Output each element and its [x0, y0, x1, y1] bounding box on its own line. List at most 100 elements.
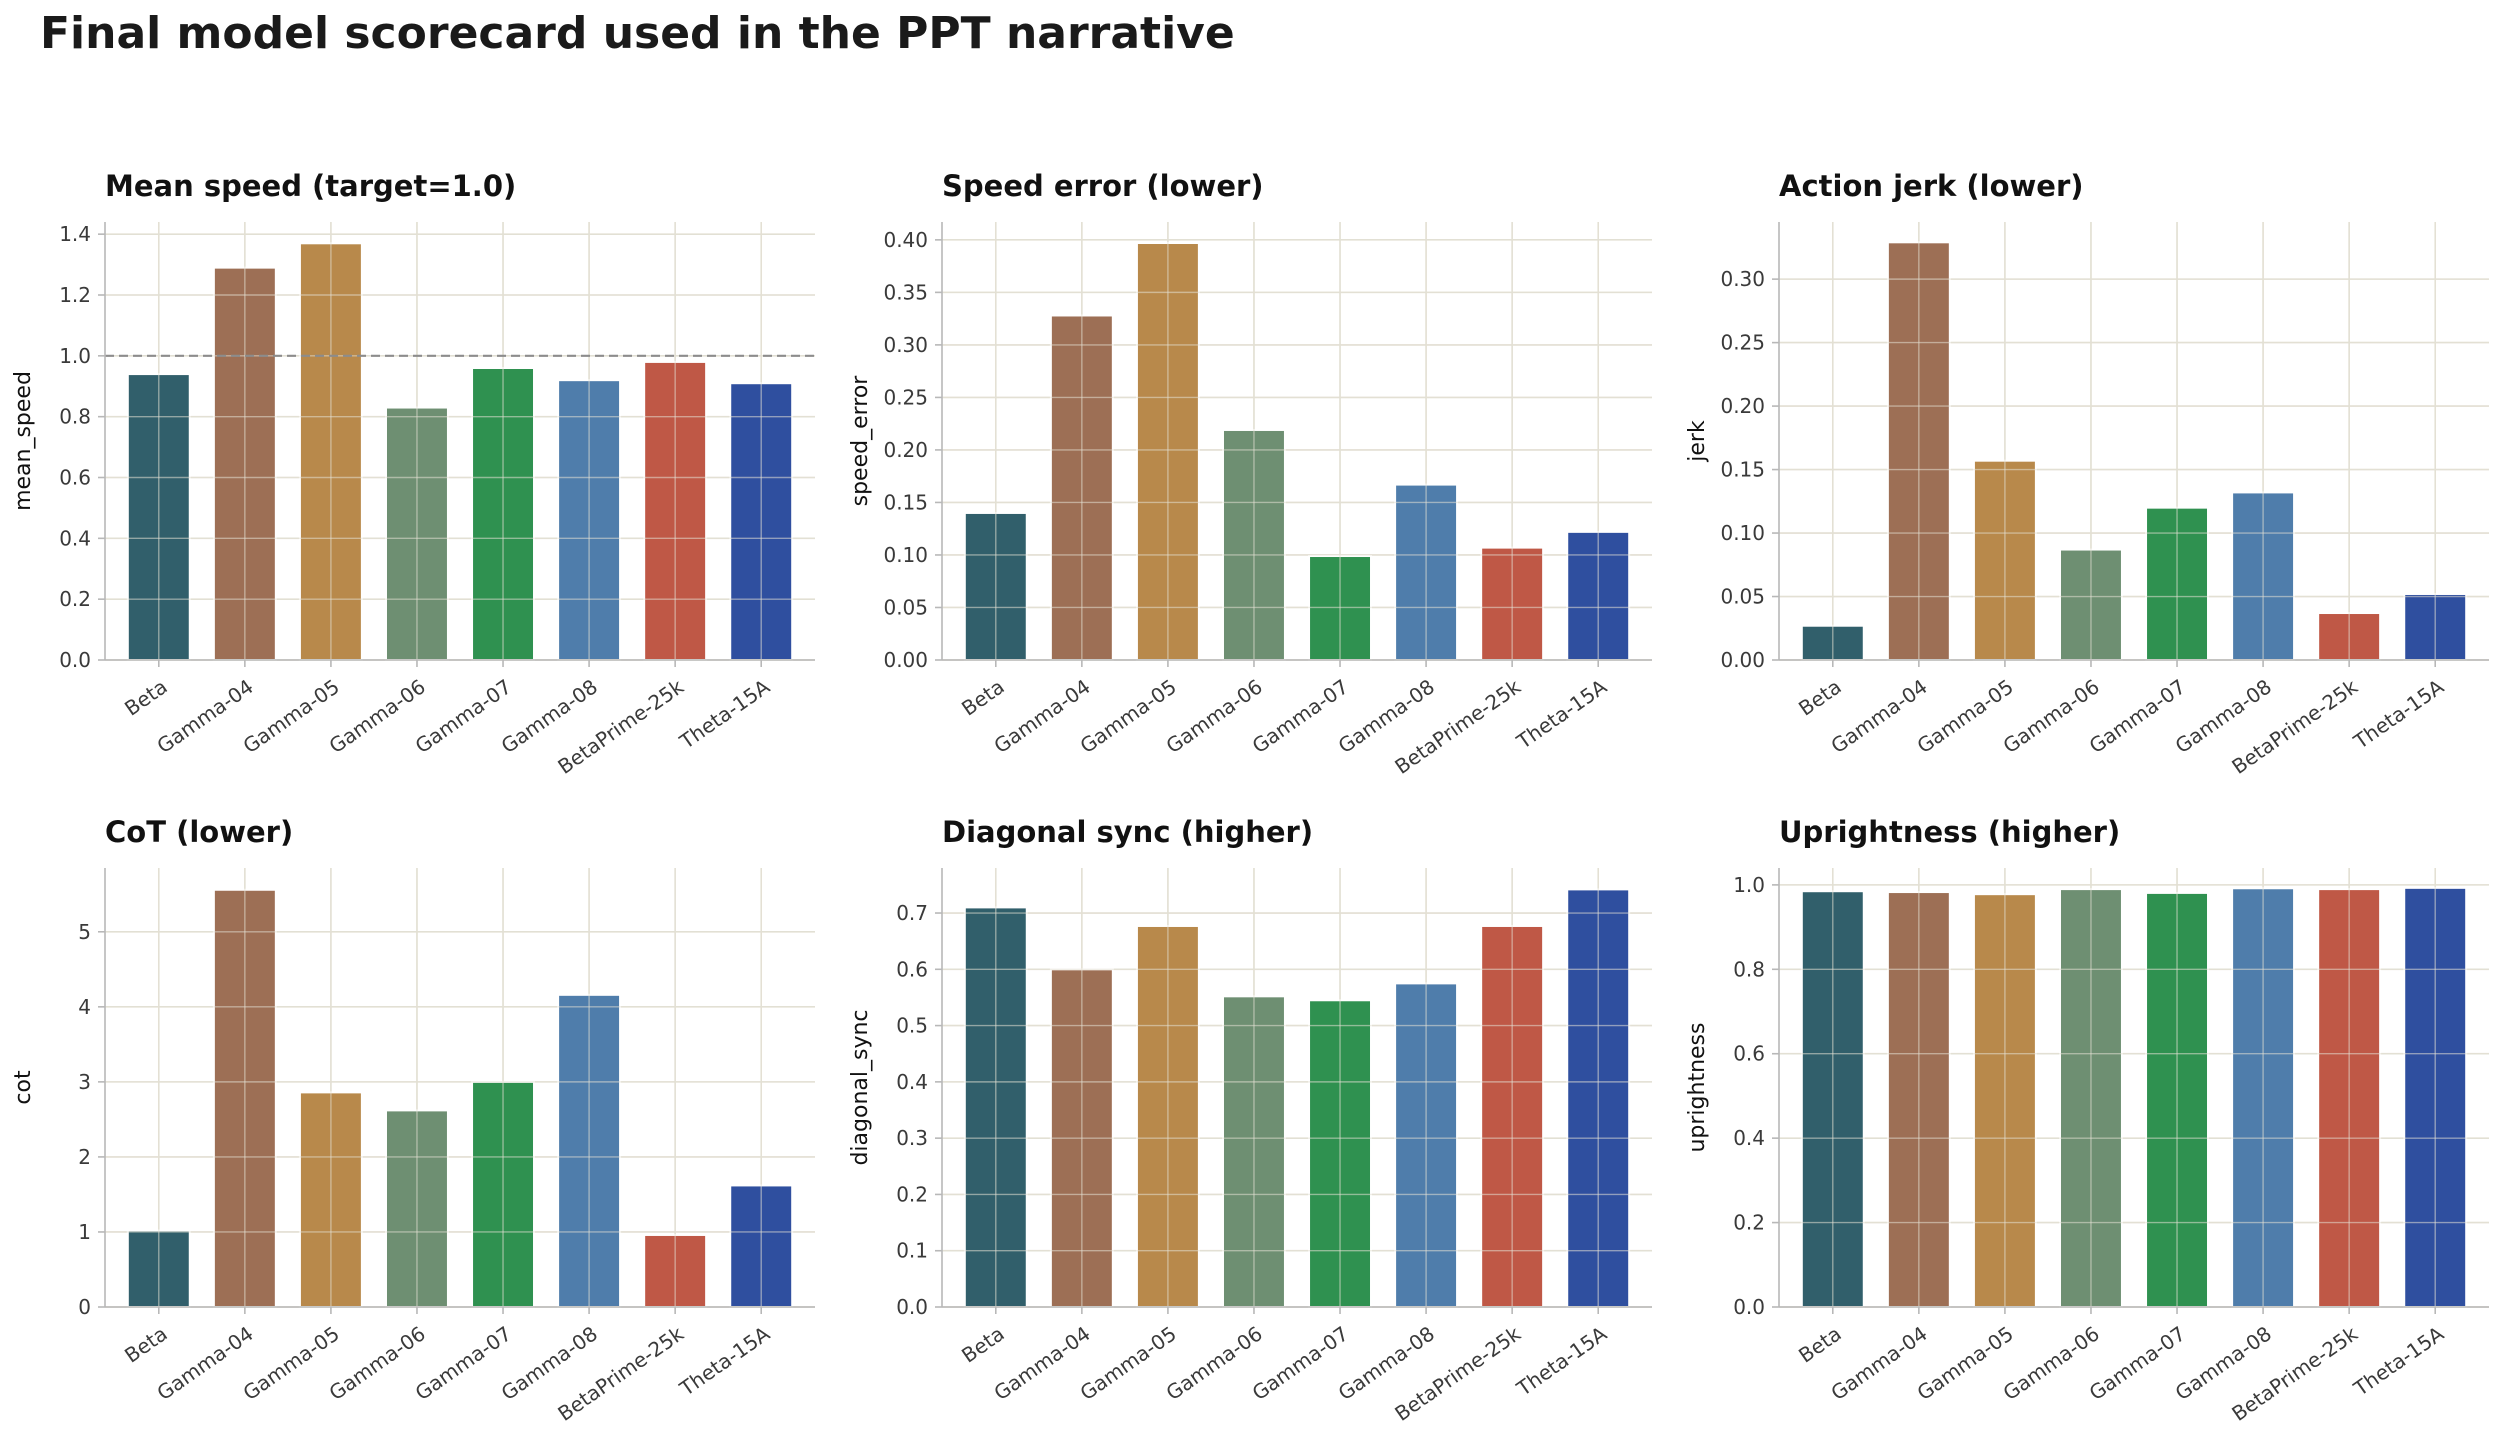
y-tick-label: 0.6	[59, 466, 91, 490]
y-tick-label: 0.0	[59, 648, 91, 672]
y-tick-label: 0.0	[896, 1295, 928, 1319]
y-tick-label: 0.30	[883, 333, 928, 357]
y-tick-label: 0.35	[883, 280, 928, 304]
x-tick-label: Gamma-07	[411, 1321, 516, 1405]
x-tick-label: Gamma-04	[989, 674, 1094, 758]
x-tick-label: Beta	[1794, 674, 1846, 720]
x-tick-label: Gamma-04	[152, 674, 257, 758]
y-tick-label: 0.10	[883, 543, 928, 567]
x-tick-label: Gamma-07	[2085, 674, 2190, 758]
y-tick-label: 0.4	[896, 1070, 928, 1094]
x-tick-label: Theta-15A	[1512, 1321, 1612, 1401]
x-tick-label: Gamma-05	[239, 1321, 344, 1405]
x-tick-label: Beta	[957, 674, 1009, 720]
panel-title: Action jerk (lower)	[1779, 169, 2084, 203]
chart-panel-2: 0.00 0.05 0.10 0.15 0.20 0.25 0.30 0.35 0.40 Beta…	[848, 169, 1652, 779]
y-tick-label: 0.25	[883, 385, 928, 409]
y-tick-label: 0.3	[896, 1126, 928, 1150]
y-tick-label: 0.40	[883, 228, 928, 252]
y-axis-label: jerk	[1685, 420, 1710, 463]
y-tick-label: 5	[78, 920, 91, 944]
panel-title: Uprightness (higher)	[1779, 815, 2120, 849]
x-tick-label: Theta-15A	[675, 674, 775, 754]
y-tick-label: 0.1	[896, 1239, 928, 1263]
x-tick-label: Gamma-06	[1999, 1321, 2104, 1405]
x-tick-label: Theta-15A	[675, 1321, 775, 1401]
y-tick-label: 0.8	[59, 405, 91, 429]
x-tick-label: Gamma-05	[1076, 674, 1181, 758]
y-tick-label: 0.6	[1733, 1042, 1765, 1066]
y-tick-label: 4	[78, 995, 91, 1019]
x-tick-label: Theta-15A	[2349, 1321, 2449, 1401]
y-tick-label: 0.10	[1720, 521, 1765, 545]
y-tick-label: 0.2	[896, 1182, 928, 1206]
y-tick-label: 0.20	[1720, 394, 1765, 418]
y-tick-label: 0.20	[883, 438, 928, 462]
y-tick-label: 0.2	[59, 587, 91, 611]
y-tick-label: 0.8	[1733, 957, 1765, 981]
y-tick-label: 0.05	[883, 595, 928, 619]
x-tick-label: Beta	[957, 1321, 1009, 1367]
y-axis-label: diagonal_sync	[848, 1009, 873, 1165]
x-tick-label: Gamma-05	[1913, 1321, 2018, 1405]
panel-title: Diagonal sync (higher)	[942, 815, 1313, 849]
panel-title: Mean speed (target=1.0)	[105, 169, 516, 203]
x-tick-label: Gamma-07	[411, 674, 516, 758]
y-tick-label: 0.00	[883, 648, 928, 672]
x-tick-label: Gamma-06	[1162, 674, 1267, 758]
x-tick-label: Gamma-07	[1248, 674, 1353, 758]
chart-panel-6: 0.00.20.40.60.81.0BetaGamma-04Gamma-05Ga…	[1685, 815, 2489, 1426]
chart-panel-4: 0 1 2 3 4 5 BetaGamma-04Gamma-05Gamma-06Gamma-…	[11, 815, 815, 1426]
x-tick-label: Gamma-06	[325, 674, 430, 758]
y-tick-label: 0.5	[896, 1014, 928, 1038]
y-tick-label: 1.2	[59, 283, 91, 307]
y-axis-label: cot	[11, 1070, 36, 1105]
x-tick-label: Gamma-05	[239, 674, 344, 758]
y-tick-label: 0	[78, 1295, 91, 1319]
x-tick-label: Gamma-06	[325, 1321, 430, 1405]
panel-title: Speed error (lower)	[942, 169, 1264, 203]
x-tick-label: Gamma-06	[1999, 674, 2104, 758]
y-tick-label: 2	[78, 1145, 91, 1169]
x-tick-label: Gamma-04	[1826, 1321, 1931, 1405]
x-tick-label: Gamma-04	[152, 1321, 257, 1405]
figure-title: Final model scorecard used in the PPT na…	[40, 8, 1235, 59]
y-tick-label: 1.4	[59, 222, 91, 246]
y-tick-label: 0.15	[883, 490, 928, 514]
y-tick-label: 0.2	[1733, 1211, 1765, 1235]
y-axis-label: uprightness	[1685, 1022, 1710, 1152]
y-tick-label: 0.6	[896, 957, 928, 981]
x-tick-label: Beta	[1794, 1321, 1846, 1367]
x-tick-label: Gamma-06	[1162, 1321, 1267, 1405]
x-tick-label: Gamma-07	[1248, 1321, 1353, 1405]
y-tick-label: 0.15	[1720, 458, 1765, 482]
x-tick-label: Gamma-04	[1826, 674, 1931, 758]
panel-title: CoT (lower)	[105, 815, 293, 849]
y-axis-label: mean_speed	[11, 371, 36, 511]
chart-panel-5: 0.00.10.20.30.40.50.60.7BetaGamma-04Gamm…	[848, 815, 1652, 1426]
x-tick-label: Beta	[120, 1321, 172, 1367]
y-tick-label: 0.30	[1720, 267, 1765, 291]
y-tick-label: 1	[78, 1220, 91, 1244]
y-tick-label: 0.25	[1720, 331, 1765, 355]
y-tick-label: 0.7	[896, 901, 928, 925]
y-tick-label: 0.4	[1733, 1126, 1765, 1150]
x-tick-label: Gamma-05	[1913, 674, 2018, 758]
chart-panel-3: 0.00 0.05 0.10 0.15 0.20 0.25 0.30 BetaGamma-04…	[1685, 169, 2489, 779]
x-tick-label: Gamma-05	[1076, 1321, 1181, 1405]
y-tick-label: 3	[78, 1070, 91, 1094]
y-tick-label: 1.0	[59, 344, 91, 368]
chart-panel-1: 0.00.20.40.60.81.01.21.4BetaGamma-04Gamm…	[11, 169, 815, 779]
y-axis-label: speed_error	[848, 375, 873, 507]
y-tick-label: 0.0	[1733, 1295, 1765, 1319]
y-tick-label: 0.4	[59, 526, 91, 550]
x-tick-label: Theta-15A	[2349, 674, 2449, 754]
y-tick-label: 0.00	[1720, 648, 1765, 672]
y-tick-label: 1.0	[1733, 873, 1765, 897]
x-tick-label: Gamma-04	[989, 1321, 1094, 1405]
x-tick-label: Gamma-07	[2085, 1321, 2190, 1405]
x-tick-label: Theta-15A	[1512, 674, 1612, 754]
y-tick-label: 0.05	[1720, 585, 1765, 609]
x-tick-label: Beta	[120, 674, 172, 720]
